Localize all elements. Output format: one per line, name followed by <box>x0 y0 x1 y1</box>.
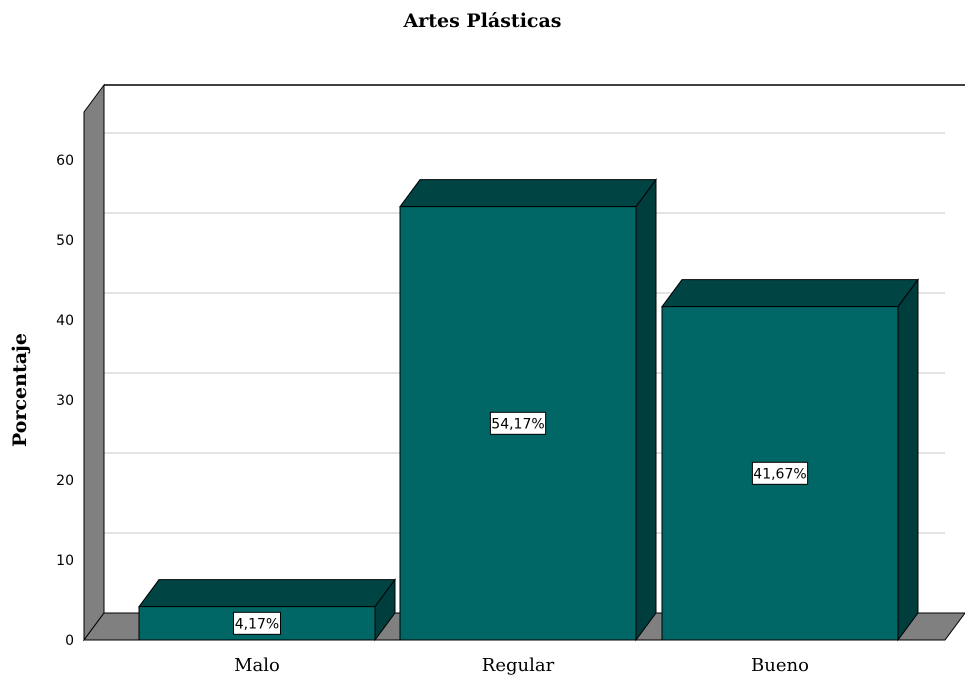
y-tick-label: 20 <box>56 473 74 489</box>
y-tick-label: 40 <box>56 313 74 329</box>
y-tick-label: 60 <box>56 153 74 169</box>
bar-top <box>661 279 919 308</box>
data-label: 54,17% <box>491 416 544 432</box>
bar-top <box>399 179 657 208</box>
y-tick-label: 30 <box>56 393 74 409</box>
chart-title: Artes Plásticas <box>403 10 562 32</box>
bar-side <box>635 178 657 642</box>
bar-top <box>138 579 396 608</box>
left-wall <box>83 83 105 642</box>
x-tick-label: Bueno <box>751 655 809 676</box>
data-label: 4,17% <box>235 616 279 632</box>
x-tick-label: Malo <box>234 655 280 676</box>
y-tick-label: 0 <box>65 633 74 649</box>
data-label-box <box>233 611 281 635</box>
bar-side <box>897 278 919 642</box>
x-tick-label: Regular <box>482 655 555 676</box>
data-label-box <box>751 461 809 485</box>
data-label: 41,67% <box>753 466 806 482</box>
data-label-box <box>489 411 547 435</box>
y-tick-label: 10 <box>56 553 74 569</box>
y-tick-label: 50 <box>56 233 74 249</box>
